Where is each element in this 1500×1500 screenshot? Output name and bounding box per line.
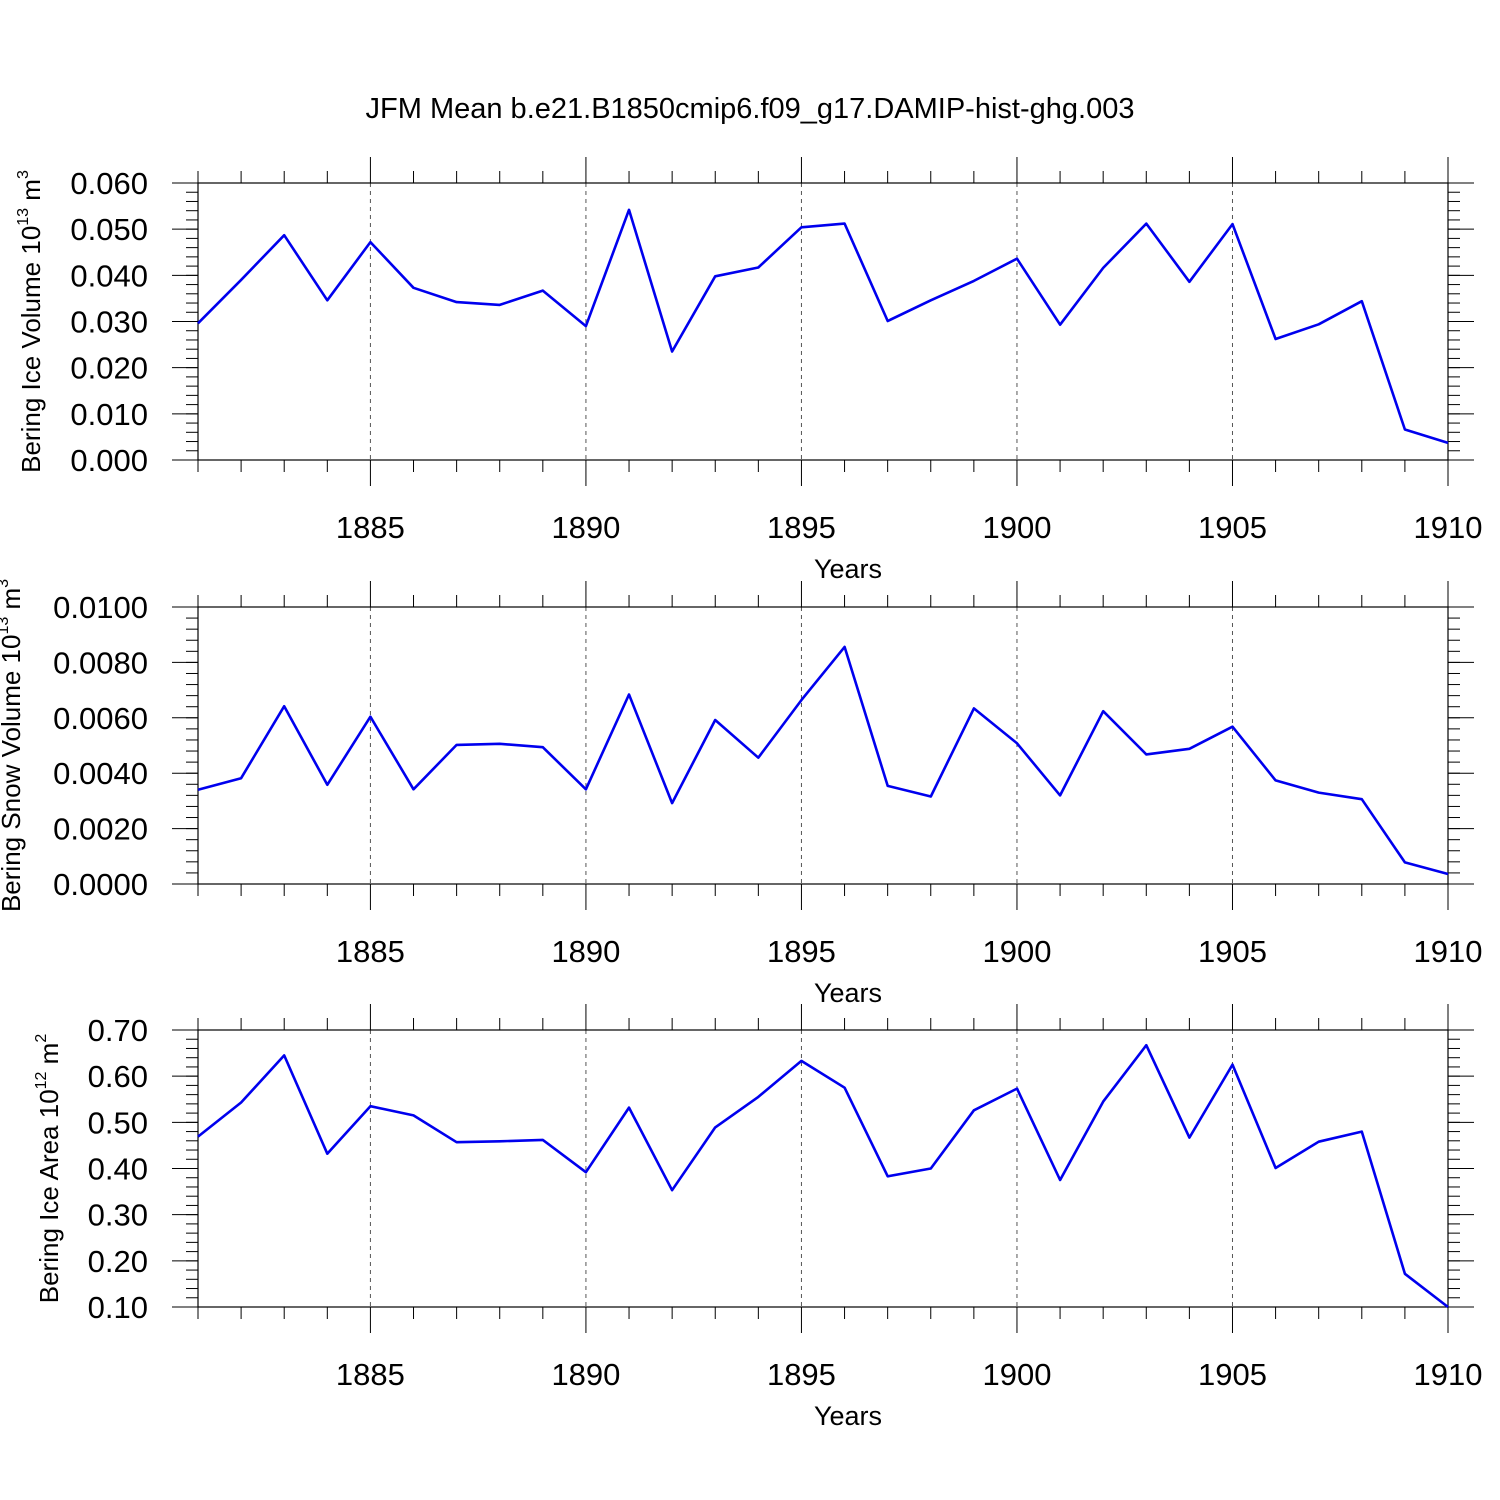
y-axis-label: Bering Ice Volume 1013 m3 (15, 170, 46, 473)
x-tick-label: 1890 (551, 934, 620, 969)
x-tick-label: 1900 (982, 510, 1051, 545)
x-tick-label: 1895 (767, 510, 836, 545)
x-tick-label: 1885 (336, 1357, 405, 1392)
x-tick-label: 1910 (1414, 510, 1483, 545)
x-tick-label: 1895 (767, 1357, 836, 1392)
x-tick-label: 1890 (551, 1357, 620, 1392)
series-line (197, 1043, 1449, 1309)
x-axis-label: Years (814, 978, 882, 1008)
y-tick-label: 0.60 (88, 1059, 148, 1094)
y-tick-label: 0.0000 (53, 867, 148, 902)
y-tick-label: 0.060 (70, 166, 148, 201)
plot-frame (197, 1029, 1449, 1308)
series-line (197, 645, 1449, 876)
y-tick-label: 0.050 (70, 212, 148, 247)
figure-title: JFM Mean b.e21.B1850cmip6.f09_g17.DAMIP-… (366, 93, 1135, 125)
x-tick-label: 1900 (982, 934, 1051, 969)
x-axis-label: Years (814, 1401, 882, 1431)
snow-volume-panel: 1885 1890 1895 1900 1905 1910 Years 0.0000 0.002… (0, 579, 1482, 1008)
series-line (197, 208, 1449, 445)
y-tick-label: 0.10 (88, 1290, 148, 1325)
y-tick-label: 0.30 (88, 1198, 148, 1233)
x-tick-label: 1895 (767, 934, 836, 969)
y-tick-label: 0.0080 (53, 645, 148, 680)
x-tick-label: 1890 (551, 510, 620, 545)
x-tick-label: 1905 (1198, 510, 1267, 545)
ice-volume-panel: 1885 1890 1895 1900 1905 1910 Years 0.000 0.010 0… (15, 157, 1482, 584)
y-tick-label: 0.000 (70, 443, 148, 478)
y-tick-label: 0.20 (88, 1244, 148, 1279)
x-tick-label: 1905 (1198, 1357, 1267, 1392)
y-tick-label: 0.030 (70, 305, 148, 340)
x-tick-label: 1885 (336, 934, 405, 969)
y-axis-label: Bering Snow Volume 1013 m3 (0, 579, 26, 912)
x-tick-label: 1910 (1414, 1357, 1483, 1392)
plot-frame (197, 606, 1449, 885)
x-tick-label: 1885 (336, 510, 405, 545)
y-tick-label: 0.0060 (53, 701, 148, 736)
y-tick-label: 0.70 (88, 1013, 148, 1048)
y-tick-label: 0.040 (70, 258, 148, 293)
y-tick-label: 0.010 (70, 397, 148, 432)
y-tick-label: 0.020 (70, 351, 148, 386)
x-tick-label: 1910 (1414, 934, 1483, 969)
x-tick-label: 1900 (982, 1357, 1051, 1392)
ice-area-panel: 1885 1890 1895 1900 1905 1910 Years 0.10 0.20 0.3… (33, 1004, 1482, 1431)
x-axis-label: Years (814, 554, 882, 584)
y-tick-label: 0.50 (88, 1105, 148, 1140)
y-tick-label: 0.0040 (53, 756, 148, 791)
y-tick-label: 0.0100 (53, 590, 148, 625)
x-tick-label: 1905 (1198, 934, 1267, 969)
y-tick-label: 0.40 (88, 1152, 148, 1187)
y-axis-label: Bering Ice Area 1012 m2 (33, 1034, 64, 1304)
y-tick-label: 0.0020 (53, 812, 148, 847)
